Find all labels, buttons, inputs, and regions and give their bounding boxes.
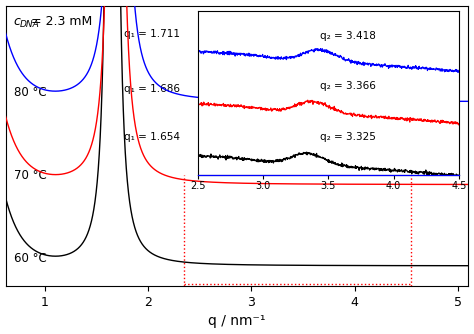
Text: 60 °C: 60 °C <box>14 252 46 265</box>
X-axis label: q / nm⁻¹: q / nm⁻¹ <box>208 314 265 328</box>
Text: c: c <box>14 15 21 28</box>
Text: = 2.3 mM: = 2.3 mM <box>27 15 92 28</box>
Text: q₁ = 1.711: q₁ = 1.711 <box>124 29 180 39</box>
Text: 70 °C: 70 °C <box>14 169 46 182</box>
Text: 80 °C: 80 °C <box>14 86 46 99</box>
Text: q₁ = 1.654: q₁ = 1.654 <box>124 132 180 142</box>
Text: q₁ = 1.686: q₁ = 1.686 <box>124 84 180 94</box>
Text: DNA: DNA <box>19 20 39 29</box>
